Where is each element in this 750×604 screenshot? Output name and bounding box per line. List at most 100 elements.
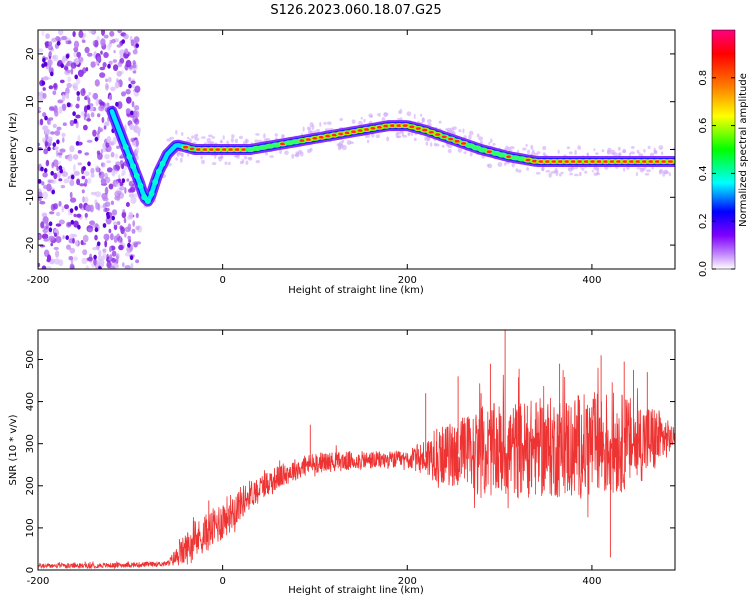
colorbar: [712, 30, 735, 269]
noise-speck: [100, 162, 106, 168]
snr-marks: [38, 330, 675, 570]
noise-speck: [89, 253, 93, 260]
noise-speck: [56, 126, 62, 131]
noise-speck: [121, 91, 126, 97]
noise-speck: [88, 91, 91, 96]
halo-speck: [302, 126, 305, 132]
noise-speck: [54, 146, 59, 151]
halo-speck: [554, 168, 558, 173]
noise-speck: [52, 159, 59, 167]
halo-speck: [295, 152, 300, 158]
noise-speck: [84, 196, 89, 203]
noise-speck: [84, 213, 88, 218]
ridge-core-peak: [635, 160, 641, 163]
noise-speck: [105, 78, 109, 83]
noise-speck: [100, 128, 103, 132]
noise-speck: [111, 209, 118, 216]
ridge-core-peak: [305, 138, 312, 141]
halo-speck: [438, 120, 442, 124]
noise-speck: [135, 212, 139, 219]
halo-speck: [341, 144, 347, 151]
halo-speck: [245, 160, 249, 165]
noise-speck: [72, 31, 76, 37]
halo-speck: [326, 121, 332, 125]
noise-speck: [128, 193, 135, 198]
noise-speck: [73, 118, 78, 124]
noise-speck: [99, 72, 106, 78]
noise-speck: [39, 200, 46, 205]
noise-speck: [118, 244, 124, 251]
noise-speck: [135, 139, 139, 147]
noise-speck: [94, 227, 99, 233]
halo-speck: [596, 172, 599, 175]
noise-speck: [125, 59, 132, 68]
halo-speck: [274, 133, 278, 137]
noise-speck: [104, 153, 110, 160]
halo-speck: [187, 153, 190, 157]
ridge-core-peak: [616, 160, 622, 163]
noise-speck: [88, 30, 95, 34]
noise-speck: [89, 220, 96, 226]
noise-speck: [40, 221, 45, 229]
noise-speck: [103, 34, 109, 39]
halo-speck: [425, 141, 429, 146]
noise-speck: [106, 160, 112, 164]
noise-speck: [53, 229, 59, 233]
noise-speck: [43, 148, 49, 155]
noise-speck: [70, 258, 74, 266]
heatmap-ylabel: Frequency (Hz): [8, 112, 19, 188]
ridge-core: [130, 163, 137, 170]
noise-speck: [111, 250, 117, 257]
snr-ytick-label: 500: [25, 350, 36, 369]
ridge-core-peak: [454, 139, 460, 143]
noise-speck: [106, 214, 110, 220]
noise-speck: [38, 142, 41, 147]
snr-ylabel: SNR (10 * v/v): [8, 414, 19, 485]
halo-speck: [607, 149, 610, 154]
halo-speck: [617, 146, 621, 151]
halo-speck: [557, 149, 560, 154]
halo-speck: [224, 161, 228, 165]
ridge-core-peak: [402, 124, 408, 127]
noise-speck: [43, 168, 48, 173]
noise-speck: [135, 43, 139, 48]
ridge-core-peak: [364, 128, 370, 131]
halo-speck: [178, 152, 182, 155]
noise-speck: [109, 30, 115, 37]
noise-speck: [121, 39, 125, 44]
halo-speck: [517, 169, 522, 173]
halo-speck: [307, 130, 313, 135]
halo-speck: [660, 151, 664, 155]
noise-speck: [124, 265, 131, 269]
noise-speck: [113, 64, 119, 71]
noise-speck: [128, 188, 133, 193]
noise-speck: [116, 70, 122, 77]
halo-speck: [636, 149, 640, 154]
noise-speck: [61, 35, 68, 41]
noise-speck: [78, 203, 83, 209]
noise-speck: [103, 233, 110, 241]
halo-speck: [315, 129, 321, 133]
noise-speck: [131, 83, 135, 89]
ridge-core-peak: [622, 160, 628, 163]
ridge-core-peak: [648, 160, 654, 163]
halo-speck: [663, 169, 669, 175]
noise-speck: [69, 119, 75, 127]
noise-speck: [45, 33, 50, 39]
heatmap-ytick-label: 20: [25, 48, 36, 61]
halo-speck: [623, 167, 626, 172]
halo-speck: [486, 163, 490, 168]
halo-speck: [397, 135, 402, 138]
noise-speck: [112, 136, 117, 145]
noise-speck: [106, 253, 109, 260]
noise-speck: [76, 96, 80, 102]
halo-speck: [535, 172, 541, 175]
noise-speck: [89, 105, 94, 112]
halo-speck: [531, 149, 535, 153]
noise-speck: [48, 117, 54, 121]
colorbar-tick-label: 0.8: [698, 70, 709, 86]
noise-speck: [54, 258, 60, 265]
noise-speck: [69, 191, 73, 199]
noise-speck: [72, 237, 75, 244]
noise-speck: [119, 160, 124, 165]
